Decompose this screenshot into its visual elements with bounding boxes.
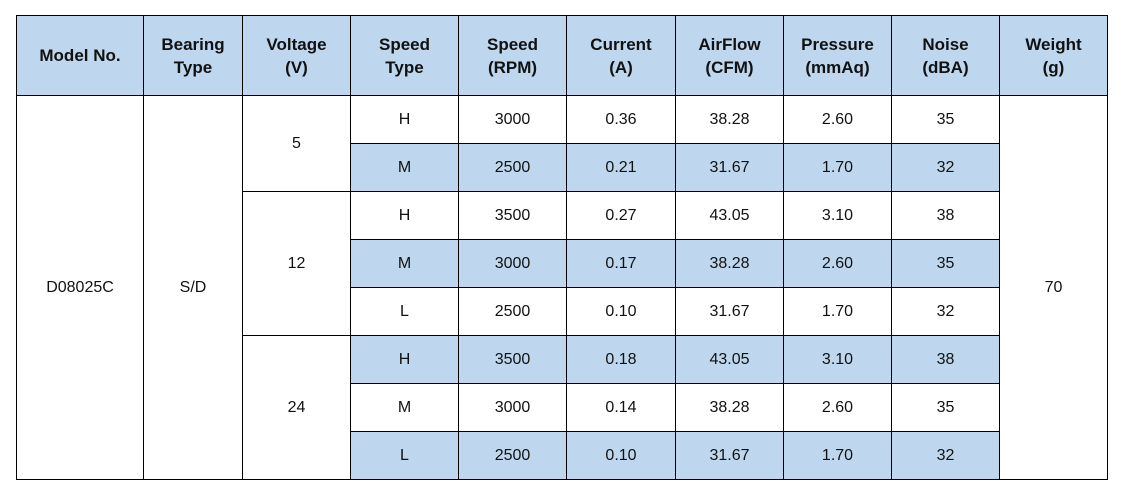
- speed-type-cell: L: [350, 431, 459, 480]
- current-cell: 0.10: [566, 431, 676, 480]
- header-sublabel: (CFM): [705, 57, 754, 77]
- header-bearing-type: Bearing Type: [143, 15, 243, 96]
- rpm-cell: 2500: [458, 431, 567, 480]
- speed-type-cell: H: [350, 95, 459, 144]
- airflow-cell: 43.05: [675, 191, 784, 240]
- rpm-cell: 3000: [458, 95, 567, 144]
- rpm-cell: 2500: [458, 287, 567, 336]
- header-speed-type: Speed Type: [350, 15, 459, 96]
- header-label: Bearing: [161, 34, 225, 54]
- header-sublabel: Type: [385, 57, 424, 77]
- header-label: Current: [590, 34, 652, 54]
- current-cell: 0.17: [566, 239, 676, 288]
- speed-type-cell: M: [350, 143, 459, 192]
- current-cell: 0.10: [566, 287, 676, 336]
- header-label: Speed: [378, 34, 431, 54]
- pressure-cell: 1.70: [783, 431, 892, 480]
- current-cell: 0.36: [566, 95, 676, 144]
- airflow-cell: 38.28: [675, 239, 784, 288]
- rpm-cell: 3000: [458, 383, 567, 432]
- speed-type-cell: H: [350, 335, 459, 384]
- bearing-type-cell: S/D: [143, 95, 243, 480]
- rpm-cell: 3500: [458, 191, 567, 240]
- noise-cell: 32: [891, 143, 1000, 192]
- header-model-no: Model No.: [16, 15, 144, 96]
- header-weight: Weight (g): [999, 15, 1108, 96]
- header-sublabel: Type: [173, 57, 213, 77]
- header-airflow: AirFlow (CFM): [675, 15, 784, 96]
- header-sublabel: (A): [609, 57, 633, 77]
- current-cell: 0.18: [566, 335, 676, 384]
- header-pressure: Pressure (mmAq): [783, 15, 892, 96]
- speed-type-cell: L: [350, 287, 459, 336]
- pressure-cell: 3.10: [783, 335, 892, 384]
- header-voltage: Voltage (V): [242, 15, 351, 96]
- pressure-cell: 2.60: [783, 95, 892, 144]
- rpm-cell: 3000: [458, 239, 567, 288]
- model-no-cell: D08025C: [16, 95, 144, 480]
- pressure-cell: 2.60: [783, 383, 892, 432]
- airflow-cell: 31.67: [675, 287, 784, 336]
- weight-cell: 70: [999, 95, 1108, 480]
- voltage-cell: 24: [242, 335, 351, 480]
- table-row: 24 H 3500 0.18 43.05 3.10 38: [17, 335, 1108, 480]
- noise-cell: 38: [891, 191, 1000, 240]
- airflow-cell: 31.67: [675, 431, 784, 480]
- pressure-cell: 3.10: [783, 191, 892, 240]
- header-label: Model No.: [39, 46, 121, 65]
- noise-cell: 38: [891, 335, 1000, 384]
- header-label: Speed: [486, 34, 539, 54]
- airflow-cell: 43.05: [675, 335, 784, 384]
- noise-cell: 35: [891, 383, 1000, 432]
- table-row: M 3000 0.17 38.28 2.60 35: [17, 239, 1108, 288]
- header-label: Weight: [1025, 34, 1082, 54]
- voltage-cell: 12: [242, 191, 351, 336]
- header-noise: Noise (dBA): [891, 15, 1000, 96]
- rpm-cell: 2500: [458, 143, 567, 192]
- noise-cell: 32: [891, 287, 1000, 336]
- airflow-cell: 38.28: [675, 95, 784, 144]
- header-label: Pressure: [801, 34, 874, 54]
- header-speed-rpm: Speed (RPM): [458, 15, 567, 96]
- header-row: Model No. Bearing Type Voltage (V) Speed…: [16, 15, 1108, 96]
- rpm-cell: 3500: [458, 335, 567, 384]
- spec-table-wrapper: Model No. Bearing Type Voltage (V) Speed…: [16, 15, 1108, 480]
- header-current: Current (A): [566, 15, 676, 96]
- current-cell: 0.27: [566, 191, 676, 240]
- pressure-cell: 1.70: [783, 143, 892, 192]
- header-sublabel: (mmAq): [805, 57, 870, 77]
- table-row: M 2500 0.21 31.67 1.70 32: [17, 143, 1108, 192]
- header-sublabel: (RPM): [487, 57, 538, 77]
- speed-type-cell: M: [350, 383, 459, 432]
- pressure-cell: 1.70: [783, 287, 892, 336]
- header-sublabel: (g): [1042, 57, 1065, 77]
- header-label: Noise: [922, 34, 969, 54]
- noise-cell: 32: [891, 431, 1000, 480]
- airflow-cell: 38.28: [675, 383, 784, 432]
- noise-cell: 35: [891, 239, 1000, 288]
- table-row: L 2500 0.10 31.67 1.70 32: [17, 431, 1108, 480]
- header-sublabel: (V): [285, 57, 308, 77]
- fan-spec-table: Model No. Bearing Type Voltage (V) Speed…: [16, 15, 1108, 480]
- airflow-cell: 31.67: [675, 143, 784, 192]
- header-sublabel: (dBA): [922, 57, 969, 77]
- current-cell: 0.14: [566, 383, 676, 432]
- current-cell: 0.21: [566, 143, 676, 192]
- table-row: D08025C S/D 5 H 3000 0.36 38.28 2.60 35 …: [16, 95, 1108, 480]
- speed-type-cell: M: [350, 239, 459, 288]
- table-row: L 2500 0.10 31.67 1.70 32: [17, 287, 1108, 336]
- voltage-cell: 5: [242, 95, 351, 192]
- speed-type-cell: H: [350, 191, 459, 240]
- pressure-cell: 2.60: [783, 239, 892, 288]
- noise-cell: 35: [891, 95, 1000, 144]
- header-label: AirFlow: [698, 34, 761, 54]
- header-label: Voltage: [266, 34, 327, 54]
